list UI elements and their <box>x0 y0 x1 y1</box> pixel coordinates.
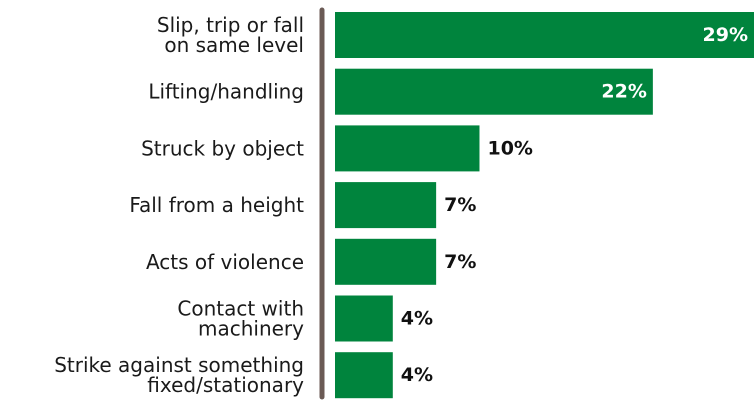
category-label: Fall from a height <box>129 193 304 217</box>
bar <box>335 238 437 285</box>
category-label-line: Strike against something <box>54 353 304 377</box>
bar <box>335 12 754 58</box>
category-label-line: Lifting/handling <box>148 80 304 104</box>
data-label: 7% <box>444 194 476 216</box>
bar <box>335 352 393 399</box>
category-label-line: machinery <box>198 317 304 341</box>
bar <box>335 182 437 229</box>
category-label-line: Fall from a height <box>129 193 304 217</box>
data-label: 4% <box>401 308 433 330</box>
labels-layer: 29% Slip, trip or fall on same level 22% Lif… <box>54 13 748 397</box>
bars-layer <box>335 12 754 399</box>
bar <box>335 125 480 172</box>
category-label-line: fixed/stationary <box>147 373 304 397</box>
data-label: 10% <box>487 137 532 159</box>
category-label: Contact with machinery <box>177 297 304 341</box>
category-label-line: Slip, trip or fall <box>157 13 304 37</box>
category-label-line: Struck by object <box>141 136 304 160</box>
category-label-line: Acts of violence <box>146 250 304 274</box>
category-label: Acts of violence <box>146 250 304 274</box>
data-label: 7% <box>444 251 476 273</box>
data-label: 22% <box>601 81 646 103</box>
category-label: Slip, trip or fall on same level <box>157 13 304 57</box>
category-label: Struck by object <box>141 136 304 160</box>
data-label: 29% <box>703 24 748 46</box>
bar <box>335 295 393 342</box>
data-label: 4% <box>401 364 433 386</box>
category-label: Lifting/handling <box>148 80 304 104</box>
category-label-line: Contact with <box>177 297 304 321</box>
bar <box>335 68 653 115</box>
category-label-line: on same level <box>164 33 304 57</box>
category-label: Strike against something fixed/stationary <box>54 353 304 397</box>
